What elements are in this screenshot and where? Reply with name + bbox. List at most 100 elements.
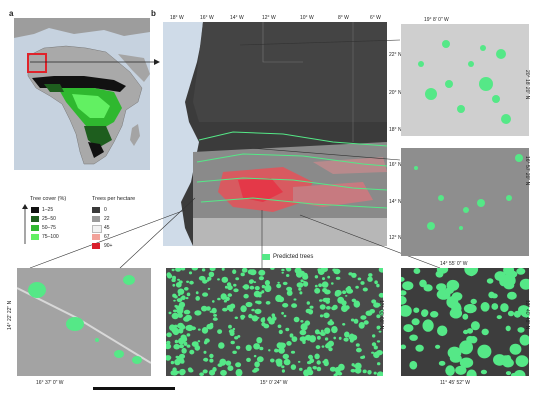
predicted-tree-dot bbox=[262, 317, 265, 320]
predicted-tree-dot bbox=[286, 341, 292, 346]
predicted-tree-dot bbox=[173, 343, 180, 350]
predicted-tree-dot bbox=[172, 275, 176, 280]
predicted-tree-dot bbox=[166, 332, 172, 338]
pointer-arrow bbox=[30, 59, 160, 65]
predicted-tree-dot bbox=[367, 370, 372, 375]
predicted-tree-dot bbox=[281, 311, 284, 315]
predicted-tree-dot bbox=[228, 308, 234, 312]
right-axis-0: 22° N bbox=[389, 52, 402, 58]
predicted-tree-dot bbox=[298, 287, 302, 291]
predicted-tree-dot bbox=[255, 300, 260, 304]
predicted-tree-dot bbox=[286, 286, 293, 292]
predicted-tree-dot bbox=[295, 270, 303, 278]
predicted-tree-dot bbox=[314, 287, 321, 294]
predicted-tree-dot bbox=[168, 311, 172, 315]
predicted-tree-dot bbox=[411, 318, 420, 326]
predicted-tree-dot bbox=[319, 299, 323, 302]
predicted-tree-dot bbox=[463, 329, 469, 335]
predicted-tree-dot bbox=[195, 291, 199, 295]
predicted-tree-dot bbox=[445, 287, 454, 294]
predicted-tree-dot bbox=[197, 340, 201, 343]
predicted-tree-dot bbox=[180, 268, 186, 271]
right-axis-4: 14° N bbox=[389, 199, 402, 205]
predicted-tree-dot bbox=[327, 320, 335, 326]
predicted-tree-dot bbox=[230, 340, 235, 345]
predicted-tree-dot bbox=[201, 305, 208, 312]
predicted-tree-dot bbox=[252, 369, 258, 373]
predicted-tree-dot bbox=[401, 295, 407, 305]
predicted-tree-dot bbox=[519, 278, 529, 290]
predicted-tree-dot bbox=[333, 268, 341, 275]
predicted-tree-dot bbox=[179, 324, 186, 330]
predicted-tree-dot bbox=[320, 268, 328, 272]
predicted-tree-dot bbox=[469, 336, 478, 344]
predicted-tree-dot bbox=[327, 275, 331, 279]
predicted-tree-dot bbox=[316, 360, 321, 365]
predicted-tree-dot bbox=[224, 285, 228, 289]
predicted-tree-dot bbox=[376, 314, 381, 319]
predicted-tree-dot bbox=[515, 355, 529, 367]
predicted-tree-dot bbox=[314, 275, 319, 279]
predicted-tree-dot bbox=[178, 337, 185, 345]
predicted-tree-dot bbox=[188, 271, 193, 275]
tile-bottom-right bbox=[401, 268, 529, 376]
predicted-tree-dot bbox=[186, 333, 191, 337]
tile-bottom-left bbox=[17, 268, 151, 376]
predicted-tree-dot bbox=[297, 360, 301, 363]
senegal-tree-density-map bbox=[163, 22, 387, 246]
predicted-tree-dot bbox=[261, 284, 266, 289]
predicted-tree-dot bbox=[232, 269, 237, 274]
predicted-tree-dot bbox=[422, 319, 434, 332]
tree-cover-legend-title: Tree cover (%) bbox=[30, 196, 67, 202]
coord-bottom-right-x: 11° 45' 52" W bbox=[440, 380, 470, 386]
predicted-tree-dot bbox=[212, 317, 218, 321]
predicted-tree-dot bbox=[367, 276, 373, 282]
predicted-tree-dot bbox=[274, 348, 278, 351]
predicted-tree-dot bbox=[307, 366, 312, 372]
predicted-tree-dot bbox=[184, 287, 189, 291]
predicted-tree-dot bbox=[256, 317, 260, 319]
predicted-tree-dot bbox=[493, 354, 506, 366]
tree-cover-swatch-3 bbox=[31, 234, 39, 240]
density-swatch-4 bbox=[92, 243, 100, 249]
predicted-tree-dot bbox=[171, 370, 178, 376]
predicted-tree-dot bbox=[171, 268, 175, 272]
predicted-tree-dot bbox=[334, 289, 342, 296]
predicted-tree-dot bbox=[232, 327, 236, 331]
predicted-tree-dot bbox=[183, 316, 190, 322]
predicted-tree-dot bbox=[237, 335, 241, 338]
predicted-tree-dot bbox=[213, 314, 217, 317]
predicted-tree-dot bbox=[270, 268, 275, 270]
predicted-tree-dot bbox=[179, 368, 186, 375]
predicted-tree-dot bbox=[246, 357, 251, 362]
predicted-tree-dot bbox=[177, 304, 184, 312]
predicted-tree-dot bbox=[378, 292, 383, 298]
predicted-tree-dot bbox=[251, 308, 255, 312]
predicted-tree-dot bbox=[183, 341, 188, 346]
predicted-tree-dot bbox=[191, 268, 198, 271]
density-label-0: 0 bbox=[104, 207, 107, 213]
predicted-tree-dot bbox=[308, 354, 313, 360]
predicted-tree-dot bbox=[276, 342, 283, 349]
predicted-tree-dot bbox=[243, 293, 249, 299]
predicted-tree-dot bbox=[176, 356, 181, 360]
predicted-tree-dot bbox=[177, 313, 183, 318]
predicted-tree-dot bbox=[253, 281, 257, 284]
predicted-tree-dot bbox=[403, 324, 414, 333]
predicted-tree-dot bbox=[191, 341, 199, 347]
predicted-tree-dot bbox=[377, 362, 381, 366]
predicted-tree-dot bbox=[402, 281, 414, 291]
predicted-tree-dot bbox=[445, 365, 455, 376]
predicted-tree-dot bbox=[353, 318, 359, 324]
right-axis-5: 12° N bbox=[389, 235, 402, 241]
predicted-tree-dot bbox=[334, 366, 341, 374]
predicted-tree-dot bbox=[430, 311, 439, 318]
predicted-tree-dot bbox=[315, 345, 321, 350]
predicted-tree-dot bbox=[247, 345, 251, 349]
predicted-tree-dot bbox=[222, 307, 228, 312]
predicted-tree-dot bbox=[314, 353, 320, 360]
predicted-tree-dot bbox=[233, 283, 237, 287]
predicted-tree-dot bbox=[333, 336, 336, 340]
predicted-tree-dot bbox=[344, 331, 350, 338]
predicted-tree-dot bbox=[519, 334, 529, 346]
